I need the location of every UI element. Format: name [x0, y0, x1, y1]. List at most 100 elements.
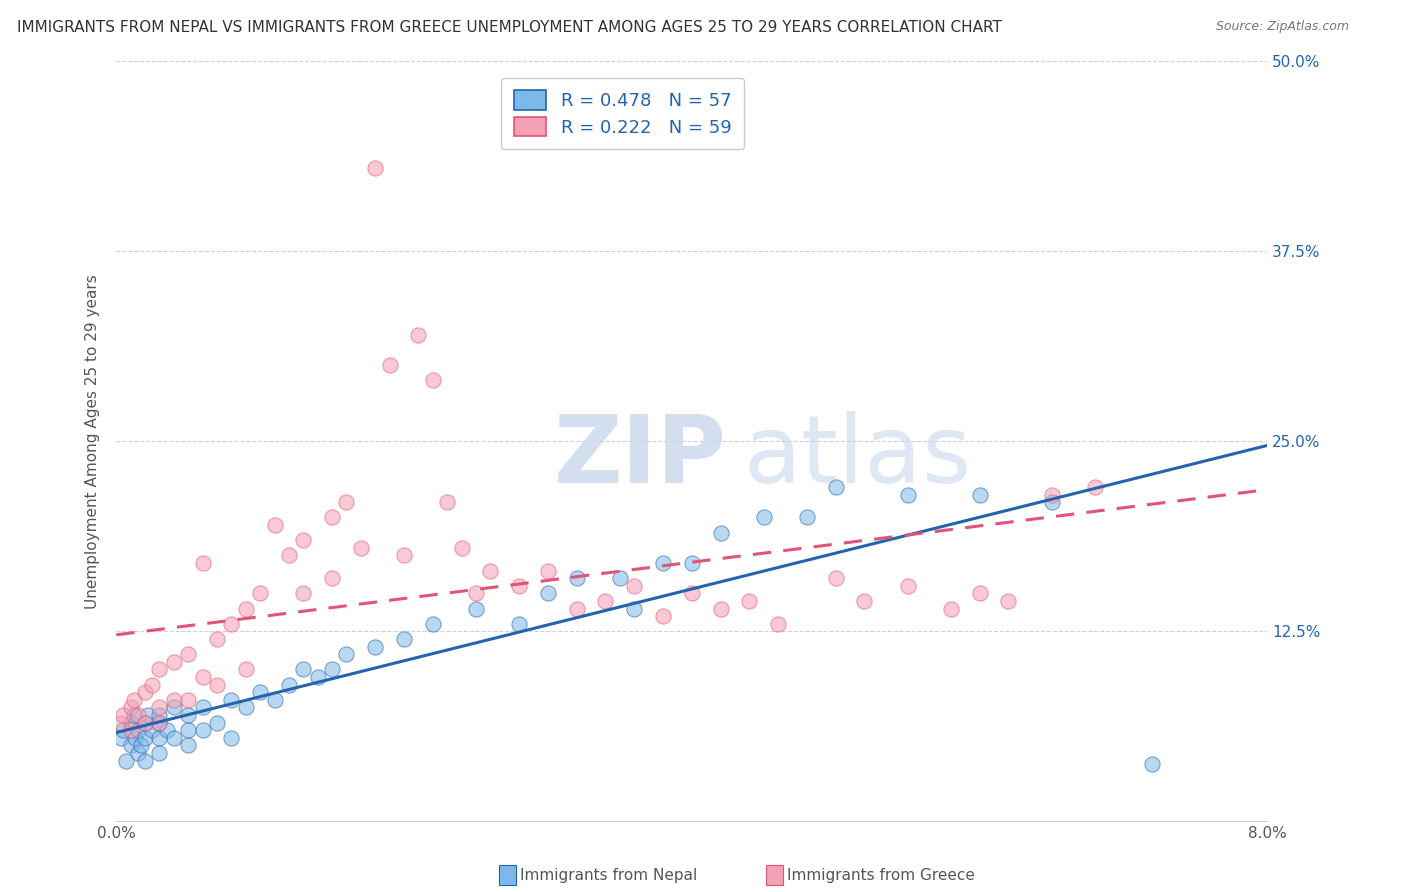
- Point: [292, 533, 315, 548]
- Point: [321, 571, 343, 585]
- Point: [738, 594, 761, 608]
- Point: [277, 549, 299, 563]
- Point: [127, 723, 149, 738]
- Point: [681, 556, 703, 570]
- Point: [249, 586, 271, 600]
- Point: [422, 616, 444, 631]
- Point: [392, 632, 415, 646]
- Point: [537, 586, 560, 600]
- Point: [450, 541, 472, 555]
- Point: [537, 564, 560, 578]
- Point: [191, 556, 214, 570]
- Point: [796, 510, 818, 524]
- Point: [134, 715, 156, 730]
- Point: [623, 601, 645, 615]
- Point: [824, 480, 846, 494]
- Point: [134, 715, 156, 730]
- Text: ZIP: ZIP: [554, 410, 727, 502]
- Point: [335, 647, 357, 661]
- Point: [221, 616, 243, 631]
- Point: [136, 708, 159, 723]
- Point: [408, 327, 430, 342]
- Point: [122, 708, 145, 723]
- Point: [1142, 756, 1164, 771]
- Point: [321, 662, 343, 676]
- Point: [205, 632, 228, 646]
- Point: [307, 670, 329, 684]
- Point: [177, 693, 200, 707]
- Point: [134, 731, 156, 745]
- Point: [148, 746, 170, 760]
- Point: [292, 662, 315, 676]
- Point: [263, 517, 285, 532]
- Point: [710, 601, 733, 615]
- Point: [378, 358, 401, 372]
- Point: [969, 586, 991, 600]
- Point: [897, 487, 920, 501]
- Text: Immigrants from Nepal: Immigrants from Nepal: [520, 868, 697, 882]
- Point: [134, 685, 156, 699]
- Point: [277, 677, 299, 691]
- Point: [609, 571, 631, 585]
- Text: IMMIGRANTS FROM NEPAL VS IMMIGRANTS FROM GREECE UNEMPLOYMENT AMONG AGES 25 TO 29: IMMIGRANTS FROM NEPAL VS IMMIGRANTS FROM…: [17, 20, 1001, 35]
- Point: [120, 715, 142, 730]
- Point: [766, 616, 789, 631]
- Point: [122, 693, 145, 707]
- Point: [124, 731, 146, 745]
- Point: [129, 739, 152, 753]
- Point: [235, 700, 257, 714]
- Point: [221, 731, 243, 745]
- Point: [134, 754, 156, 768]
- Point: [824, 571, 846, 585]
- Point: [364, 161, 387, 175]
- Point: [127, 708, 149, 723]
- Point: [115, 754, 138, 768]
- Point: [177, 647, 200, 661]
- Point: [508, 616, 530, 631]
- Point: [997, 594, 1019, 608]
- Point: [565, 601, 588, 615]
- Point: [148, 708, 170, 723]
- Point: [249, 685, 271, 699]
- Point: [110, 715, 132, 730]
- Point: [205, 677, 228, 691]
- Point: [710, 525, 733, 540]
- Point: [163, 693, 186, 707]
- Point: [939, 601, 962, 615]
- Point: [120, 700, 142, 714]
- Point: [392, 549, 415, 563]
- Legend: R = 0.478   N = 57, R = 0.222   N = 59: R = 0.478 N = 57, R = 0.222 N = 59: [502, 78, 744, 149]
- Text: Immigrants from Greece: Immigrants from Greece: [787, 868, 976, 882]
- Point: [177, 708, 200, 723]
- Point: [177, 739, 200, 753]
- Text: atlas: atlas: [744, 410, 972, 502]
- Point: [156, 723, 179, 738]
- Point: [1040, 487, 1063, 501]
- Point: [422, 374, 444, 388]
- Point: [120, 739, 142, 753]
- Point: [148, 715, 170, 730]
- Point: [897, 579, 920, 593]
- Point: [479, 564, 502, 578]
- Point: [163, 655, 186, 669]
- Point: [508, 579, 530, 593]
- Y-axis label: Unemployment Among Ages 25 to 29 years: Unemployment Among Ages 25 to 29 years: [86, 274, 100, 608]
- Point: [148, 700, 170, 714]
- Point: [235, 601, 257, 615]
- Text: Source: ZipAtlas.com: Source: ZipAtlas.com: [1216, 20, 1350, 33]
- Point: [436, 495, 458, 509]
- Point: [191, 723, 214, 738]
- Point: [110, 731, 132, 745]
- Point: [141, 677, 163, 691]
- Point: [292, 586, 315, 600]
- Point: [1040, 495, 1063, 509]
- Point: [120, 723, 142, 738]
- Point: [191, 700, 214, 714]
- Point: [127, 746, 149, 760]
- Point: [148, 715, 170, 730]
- Point: [681, 586, 703, 600]
- Point: [969, 487, 991, 501]
- Point: [163, 731, 186, 745]
- Point: [263, 693, 285, 707]
- Point: [321, 510, 343, 524]
